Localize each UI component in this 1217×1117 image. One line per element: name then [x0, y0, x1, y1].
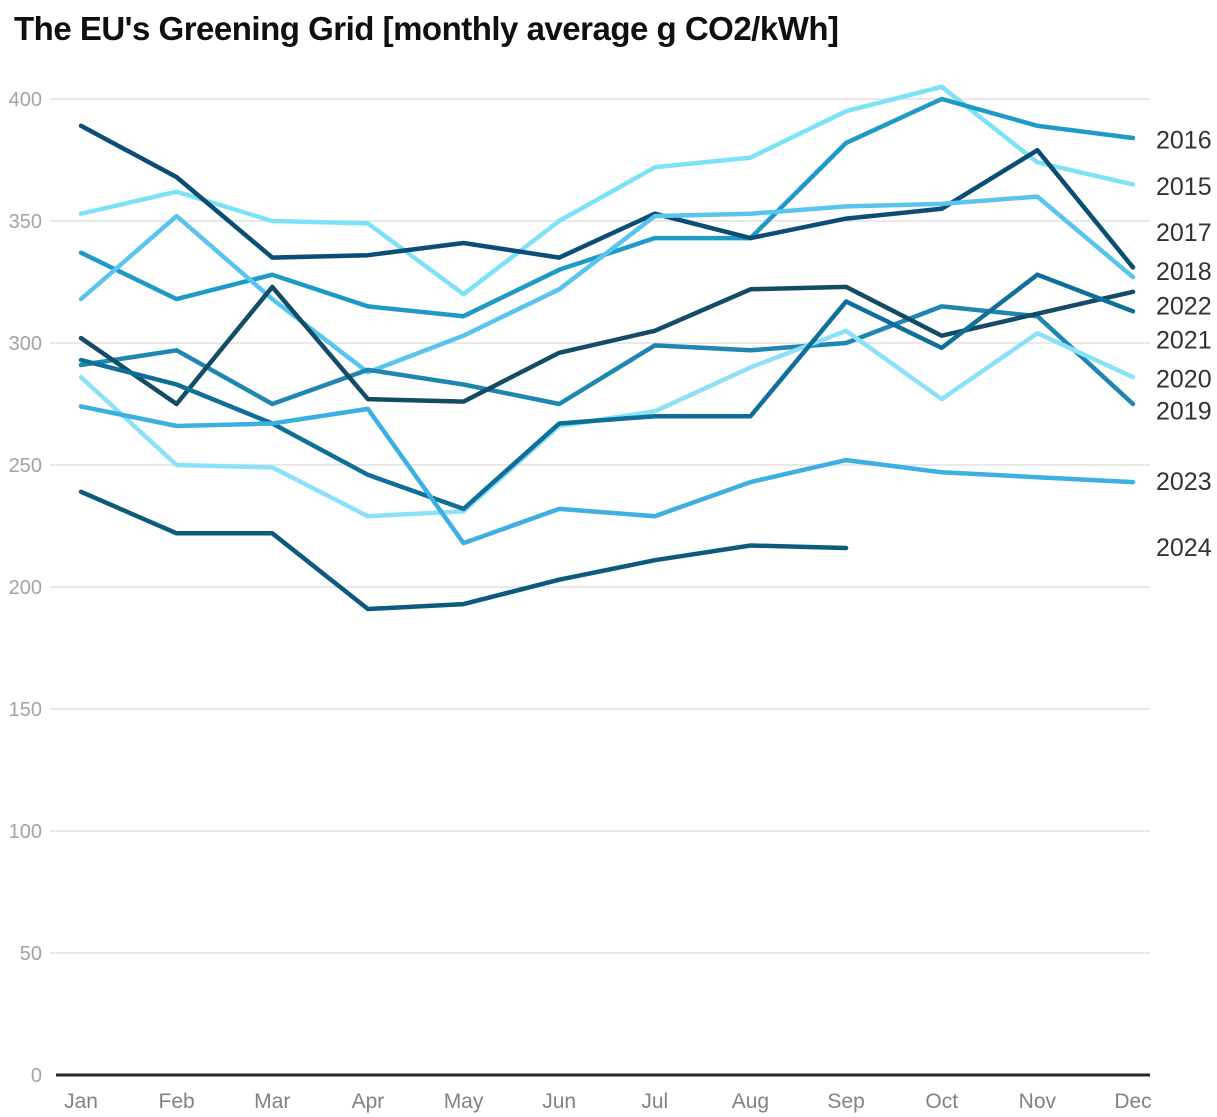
series-label-2022: 2022 — [1156, 292, 1212, 320]
series-label-2021: 2021 — [1156, 327, 1212, 355]
y-axis-tick-label: 300 — [9, 333, 42, 355]
line-2024 — [78, 489, 849, 612]
x-axis-tick-label-aug: Aug — [732, 1090, 769, 1113]
series-label-2020: 2020 — [1156, 366, 1212, 394]
line-2019 — [78, 304, 1136, 407]
x-axis-tick-label-jul: Jul — [641, 1090, 668, 1113]
line-2023 — [78, 404, 1136, 546]
x-axis-tick-label-oct: Oct — [925, 1090, 958, 1113]
x-axis-tick-label-dec: Dec — [1114, 1090, 1151, 1113]
chart-title: The EU's Greening Grid [monthly average … — [14, 10, 839, 47]
line-2017 — [78, 123, 1136, 270]
series-label-2019: 2019 — [1156, 397, 1212, 425]
x-axis-tick-label-mar: Mar — [254, 1090, 290, 1113]
y-axis-tick-label: 0 — [31, 1065, 42, 1087]
x-axis-tick-label-may: May — [444, 1090, 484, 1113]
series-label-2023: 2023 — [1156, 468, 1212, 496]
series-label-2024: 2024 — [1156, 534, 1212, 562]
y-axis-tick-label: 400 — [9, 89, 42, 111]
x-axis-tick-label-sep: Sep — [827, 1090, 864, 1113]
series-label-2016: 2016 — [1156, 126, 1212, 154]
y-axis-tick-label: 150 — [9, 699, 42, 721]
line-2016 — [78, 96, 1136, 319]
x-axis-tick-label-nov: Nov — [1019, 1090, 1057, 1113]
x-axis-tick-label-jan: Jan — [64, 1090, 98, 1113]
series-label-2018: 2018 — [1156, 258, 1212, 286]
line-2015 — [78, 84, 1136, 297]
line-2018 — [78, 194, 1136, 375]
y-axis-tick-label: 100 — [9, 821, 42, 843]
x-axis-tick-label-jun: Jun — [542, 1090, 576, 1113]
series-label-2015: 2015 — [1156, 173, 1212, 201]
y-axis-tick-label: 250 — [9, 455, 42, 477]
line-2021 — [78, 284, 1136, 407]
x-axis-tick-label-feb: Feb — [159, 1090, 195, 1113]
line-2022 — [78, 272, 1136, 512]
y-axis-tick-label: 200 — [9, 577, 42, 599]
y-axis-tick-label: 50 — [20, 943, 42, 965]
y-axis-tick-label: 350 — [9, 211, 42, 233]
series-label-2017: 2017 — [1156, 219, 1212, 247]
x-axis-tick-label-apr: Apr — [352, 1090, 385, 1113]
